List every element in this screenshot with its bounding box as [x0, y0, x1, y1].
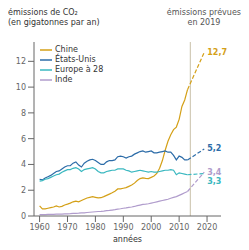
html-text:émissions prévues en 2019: émissions prévues en 2019: [166, 8, 241, 27]
html-text:Inde: Inde: [55, 75, 73, 84]
svg-text:6: 6: [21, 135, 26, 144]
svg-text:0: 0: [21, 212, 26, 221]
svg-text:1970: 1970: [57, 223, 77, 232]
svg-text:3,4: 3,4: [207, 168, 222, 177]
svg-text:3,3: 3,3: [207, 177, 221, 186]
html-text:États-Unis: États-Unis: [55, 55, 96, 64]
html-text:émissions de CO₂ (en gigatonne: émissions de CO₂ (en gigatonnes par an): [8, 8, 100, 27]
html-text:Europe à 28: Europe à 28: [55, 65, 104, 74]
svg-text:2020: 2020: [197, 223, 217, 232]
svg-text:2000: 2000: [141, 223, 161, 232]
svg-text:1990: 1990: [113, 223, 133, 232]
svg-text:1980: 1980: [85, 223, 105, 232]
svg-text:8: 8: [21, 109, 26, 118]
html-text:Chine: Chine: [55, 45, 78, 54]
svg-text:1960: 1960: [29, 223, 49, 232]
svg-text:2: 2: [21, 186, 26, 195]
svg-text:10: 10: [16, 83, 26, 92]
svg-text:12: 12: [16, 57, 26, 66]
svg-text:2010: 2010: [169, 223, 189, 232]
svg-text:12,7: 12,7: [207, 48, 227, 57]
svg-text:4: 4: [21, 160, 26, 169]
svg-text:5,2: 5,2: [207, 144, 221, 153]
svg-text:années: années: [113, 234, 142, 242]
